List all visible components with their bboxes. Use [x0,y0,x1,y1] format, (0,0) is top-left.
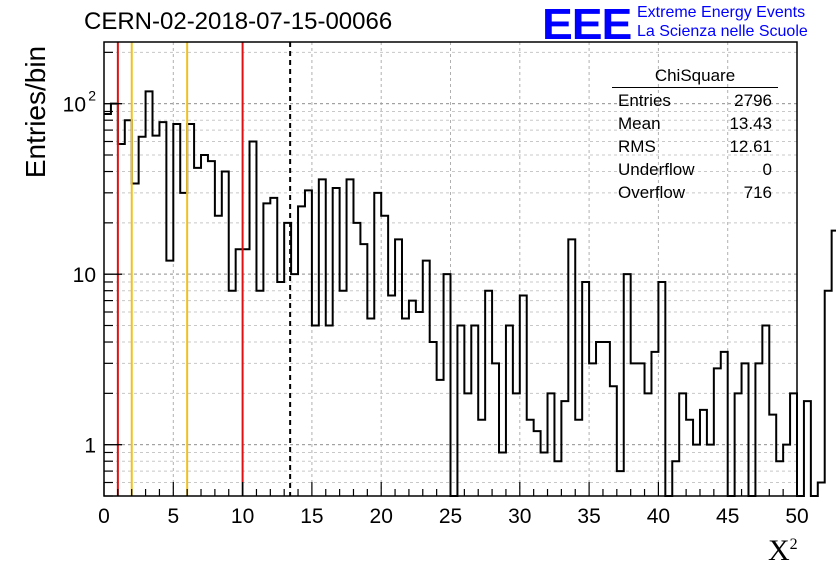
x-tick-label: 40 [647,505,670,528]
stats-row-overflow: Overflow 716 [618,183,772,202]
stats-row-underflow: Underflow 0 [618,160,772,179]
y-tick-label: 10 [73,264,96,287]
stats-row-entries: Entries 2796 [618,91,772,110]
x-tick-label: 10 [231,505,254,528]
x-tick-label: 35 [577,505,600,528]
stats-row-mean: Mean 13.43 [618,114,772,133]
x-tick-label: 0 [98,505,110,528]
x-tick-label: 15 [300,505,323,528]
y-tick-label: 1 [84,435,96,458]
x-tick-label: 25 [439,505,462,528]
stats-title: ChiSquare [612,66,778,88]
stats-box: ChiSquare Entries 2796 Mean 13.43 RMS 12.61… [612,66,778,204]
x-tick-label: 45 [716,505,739,528]
x-tick-label: 30 [508,505,531,528]
x-tick-label: 20 [370,505,393,528]
stats-row-rms: RMS 12.61 [618,137,772,156]
logo-line-1: Extreme Energy Events [637,4,806,21]
x-axis-label: X2 [768,534,798,567]
x-tick-label: 50 [785,505,808,528]
x-tick-label: 5 [167,505,179,528]
logo-line-2: La Scienza nelle Scuole [637,23,808,40]
y-axis-label: Entries/bin [20,45,51,179]
histogram-line [104,90,836,497]
eee-logo: EEE [542,0,632,49]
chart-title: CERN-02-2018-07-15-00066 [84,8,393,35]
y-tick-label: 10 [63,94,86,117]
y-tick-label-exponent: 2 [88,88,96,104]
